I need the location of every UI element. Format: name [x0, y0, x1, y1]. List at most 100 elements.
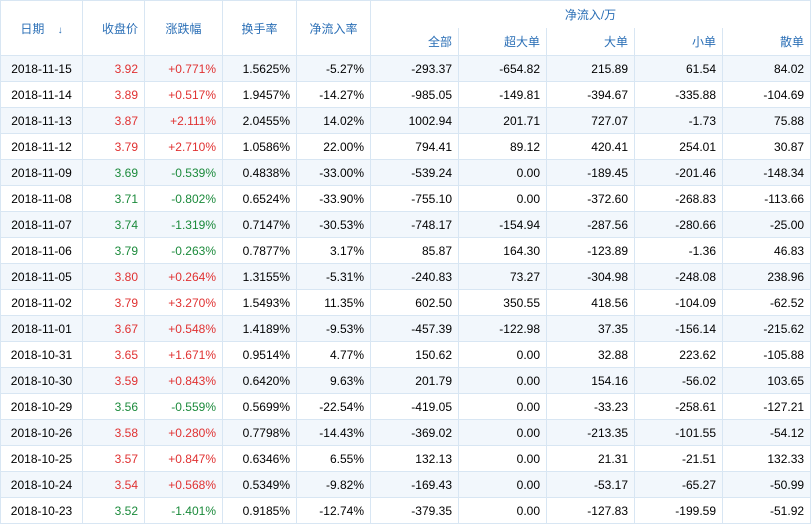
col-flow-small[interactable]: 小单 — [635, 28, 723, 56]
cell-flow-small: -280.66 — [635, 212, 723, 238]
cell-close: 3.87 — [83, 108, 145, 134]
cell-flow-all: -419.05 — [371, 394, 459, 420]
cell-date: 2018-10-25 — [1, 446, 83, 472]
cell-change-pct: +0.847% — [145, 446, 223, 472]
cell-flow-retail: 46.83 — [723, 238, 811, 264]
cell-flow-retail: -62.52 — [723, 290, 811, 316]
cell-flow-small: -21.51 — [635, 446, 723, 472]
cell-flow-small: -268.83 — [635, 186, 723, 212]
cell-change-pct: +3.270% — [145, 290, 223, 316]
cell-flow-super: 73.27 — [459, 264, 547, 290]
cell-date: 2018-11-08 — [1, 186, 83, 212]
cell-flow-large: -304.98 — [547, 264, 635, 290]
col-flow-all[interactable]: 全部 — [371, 28, 459, 56]
cell-flow-retail: -105.88 — [723, 342, 811, 368]
cell-date: 2018-10-24 — [1, 472, 83, 498]
cell-date: 2018-11-15 — [1, 56, 83, 82]
cell-flow-all: -240.83 — [371, 264, 459, 290]
table-row: 2018-11-133.87+2.111%2.0455%14.02%1002.9… — [1, 108, 811, 134]
cell-change-pct: +2.111% — [145, 108, 223, 134]
cell-change-pct: +1.671% — [145, 342, 223, 368]
cell-flow-retail: -54.12 — [723, 420, 811, 446]
cell-turnover: 0.6346% — [223, 446, 297, 472]
table-row: 2018-11-083.71-0.802%0.6524%-33.90%-755.… — [1, 186, 811, 212]
cell-flow-large: 37.35 — [547, 316, 635, 342]
cell-flow-all: 201.79 — [371, 368, 459, 394]
cell-date: 2018-11-05 — [1, 264, 83, 290]
col-date[interactable]: 日期 ↓ — [1, 1, 83, 56]
cell-flow-large: 32.88 — [547, 342, 635, 368]
cell-turnover: 0.7877% — [223, 238, 297, 264]
table-row: 2018-10-243.54+0.568%0.5349%-9.82%-169.4… — [1, 472, 811, 498]
col-flow-super[interactable]: 超大单 — [459, 28, 547, 56]
col-close[interactable]: 收盘价 — [83, 1, 145, 56]
cell-close: 3.57 — [83, 446, 145, 472]
cell-change-pct: +2.710% — [145, 134, 223, 160]
cell-net-pct: -14.27% — [297, 82, 371, 108]
table-header: 日期 ↓ 收盘价 涨跌幅 换手率 净流入率 净流入/万 全部 超大单 大单 小单… — [1, 1, 811, 56]
cell-flow-large: -189.45 — [547, 160, 635, 186]
table-row: 2018-10-263.58+0.280%0.7798%-14.43%-369.… — [1, 420, 811, 446]
cell-flow-small: -199.59 — [635, 498, 723, 524]
cell-date: 2018-11-01 — [1, 316, 83, 342]
table-row: 2018-10-253.57+0.847%0.6346%6.55%132.130… — [1, 446, 811, 472]
cell-flow-large: -213.35 — [547, 420, 635, 446]
cell-net-pct: -9.82% — [297, 472, 371, 498]
cell-flow-retail: -148.34 — [723, 160, 811, 186]
cell-close: 3.79 — [83, 134, 145, 160]
col-net-inflow-pct[interactable]: 净流入率 — [297, 1, 371, 56]
cell-flow-all: -369.02 — [371, 420, 459, 446]
cell-net-pct: -33.00% — [297, 160, 371, 186]
cell-turnover: 0.6420% — [223, 368, 297, 394]
cell-change-pct: +0.280% — [145, 420, 223, 446]
cell-net-pct: -22.54% — [297, 394, 371, 420]
cell-net-pct: -5.27% — [297, 56, 371, 82]
cell-date: 2018-11-02 — [1, 290, 83, 316]
col-flow-retail[interactable]: 散单 — [723, 28, 811, 56]
cell-flow-retail: -51.92 — [723, 498, 811, 524]
cell-flow-all: -457.39 — [371, 316, 459, 342]
cell-flow-all: -755.10 — [371, 186, 459, 212]
cell-flow-retail: 103.65 — [723, 368, 811, 394]
cell-flow-retail: 30.87 — [723, 134, 811, 160]
cell-flow-all: 150.62 — [371, 342, 459, 368]
table-row: 2018-11-023.79+3.270%1.5493%11.35%602.50… — [1, 290, 811, 316]
cell-flow-large: -372.60 — [547, 186, 635, 212]
cell-date: 2018-10-31 — [1, 342, 83, 368]
cell-date: 2018-11-06 — [1, 238, 83, 264]
cell-flow-small: -258.61 — [635, 394, 723, 420]
cell-turnover: 1.5625% — [223, 56, 297, 82]
col-flow-large[interactable]: 大单 — [547, 28, 635, 56]
cell-turnover: 0.9514% — [223, 342, 297, 368]
cell-flow-small: 254.01 — [635, 134, 723, 160]
table-row: 2018-11-123.79+2.710%1.0586%22.00%794.41… — [1, 134, 811, 160]
cell-flow-super: 201.71 — [459, 108, 547, 134]
cell-change-pct: -0.802% — [145, 186, 223, 212]
cell-flow-all: 85.87 — [371, 238, 459, 264]
cell-flow-super: 0.00 — [459, 160, 547, 186]
col-turnover[interactable]: 换手率 — [223, 1, 297, 56]
cell-turnover: 2.0455% — [223, 108, 297, 134]
cell-change-pct: -0.539% — [145, 160, 223, 186]
cell-close: 3.89 — [83, 82, 145, 108]
cell-net-pct: -12.74% — [297, 498, 371, 524]
cell-turnover: 1.4189% — [223, 316, 297, 342]
cell-flow-large: -287.56 — [547, 212, 635, 238]
cell-flow-all: 132.13 — [371, 446, 459, 472]
cell-date: 2018-10-26 — [1, 420, 83, 446]
cell-flow-small: -56.02 — [635, 368, 723, 394]
cell-net-pct: 6.55% — [297, 446, 371, 472]
cell-net-pct: -33.90% — [297, 186, 371, 212]
cell-close: 3.74 — [83, 212, 145, 238]
cell-change-pct: -0.263% — [145, 238, 223, 264]
cell-close: 3.58 — [83, 420, 145, 446]
cell-flow-small: -104.09 — [635, 290, 723, 316]
cell-flow-retail: -104.69 — [723, 82, 811, 108]
cell-change-pct: +0.843% — [145, 368, 223, 394]
cell-flow-small: -1.36 — [635, 238, 723, 264]
cell-flow-retail: 75.88 — [723, 108, 811, 134]
cell-date: 2018-11-13 — [1, 108, 83, 134]
cell-close: 3.54 — [83, 472, 145, 498]
cell-turnover: 1.9457% — [223, 82, 297, 108]
col-change-pct[interactable]: 涨跌幅 — [145, 1, 223, 56]
